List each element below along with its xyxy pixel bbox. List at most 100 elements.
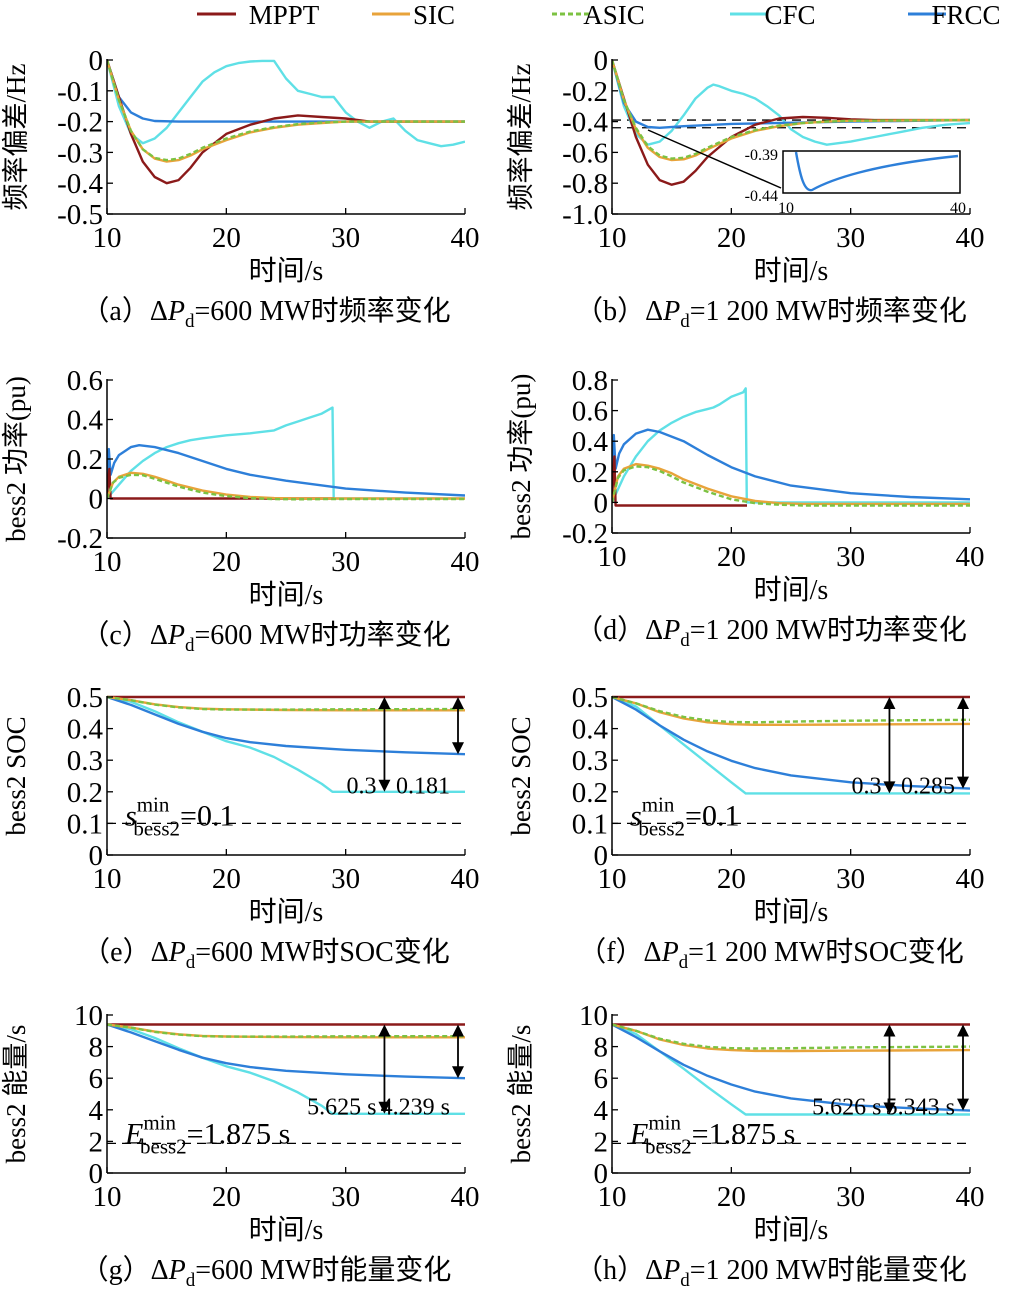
x-tick-label: 10 xyxy=(93,863,122,895)
caption-subscript: d xyxy=(680,630,690,651)
caption-rest: =600 MW时能量变化 xyxy=(195,1254,451,1286)
caption-subscript: d xyxy=(186,952,196,973)
min-limit-label: Emin bess2=1.875 s xyxy=(124,1111,290,1159)
y-tick-label: 0 xyxy=(89,484,104,516)
series-cfc xyxy=(612,59,970,146)
y-tick-label: 0 xyxy=(594,45,609,77)
caption-prefix: （e）Δ xyxy=(82,936,168,968)
inset-frcc-curve xyxy=(794,151,959,192)
arrow-cfc-drop xyxy=(883,1024,896,1115)
series-frcc xyxy=(107,1023,465,1080)
y-tick-label: 0.6 xyxy=(67,365,103,397)
min-subscript: bess2 xyxy=(645,1135,692,1159)
y-tick-label: 0.5 xyxy=(67,682,103,714)
legend-item-frcc: FRCC xyxy=(908,0,1001,30)
caption-prefix: （h）Δ xyxy=(575,1254,663,1286)
y-axis-label: bess2 能量/s xyxy=(1,1025,31,1164)
series-sic xyxy=(107,471,465,500)
y-tick-label: -0.2 xyxy=(562,518,608,550)
y-tick-label: -0.2 xyxy=(57,107,103,139)
arrow-label-cfc: 0.3 xyxy=(851,773,881,799)
y-tick-label: 10 xyxy=(579,1000,608,1032)
x-tick-label: 40 xyxy=(956,863,985,895)
series-cfc xyxy=(107,406,465,500)
caption-subscript: d xyxy=(680,311,690,332)
min-superscript: min xyxy=(642,793,675,817)
series-mppt xyxy=(612,455,748,507)
x-tick-label: 30 xyxy=(836,222,865,254)
series-asic xyxy=(612,1023,970,1050)
x-axis-label: 时间/s xyxy=(754,574,829,606)
arrow-frcc-drop xyxy=(452,697,464,755)
y-tick-label: 2 xyxy=(594,1126,609,1158)
annotations: 0.3 0.285 smin bess2=0.1 xyxy=(630,697,969,841)
panel-caption: （d）ΔPd=1 200 MW时功率变化 xyxy=(575,614,967,651)
arrow-head-down xyxy=(957,1098,969,1111)
min-value: =1.875 s xyxy=(187,1118,291,1151)
arrow-head-down xyxy=(883,1102,896,1115)
y-tick-label: -0.6 xyxy=(562,137,608,169)
caption-symbol: P xyxy=(167,296,185,327)
series-cfc xyxy=(107,59,465,148)
panel-caption: （a）ΔPd=600 MW时频率变化 xyxy=(81,295,450,332)
legend-item-cfc: CFC xyxy=(730,0,816,30)
arrow-label-cfc: 5.626 s xyxy=(812,1095,881,1121)
panel-caption: （f）ΔPd=1 200 MW时SOC变化 xyxy=(578,936,964,973)
series-cfc xyxy=(612,387,970,504)
series-cfc xyxy=(612,1023,970,1116)
arrow-head-down xyxy=(378,1101,391,1114)
legend-item-mppt: MPPT xyxy=(197,0,320,30)
annotations: 5.626 s 5.343 s Emin bess2=1.875 s xyxy=(629,1024,969,1159)
arrow-head-up xyxy=(957,1024,969,1037)
series-cfc xyxy=(612,695,970,795)
series-sic xyxy=(612,462,970,506)
series-frcc xyxy=(612,695,970,790)
inset-box xyxy=(782,150,961,194)
min-subscript: bess2 xyxy=(638,817,685,841)
y-tick-label: 0 xyxy=(594,487,609,519)
legend-item-asic: ASIC xyxy=(552,0,645,30)
caption-rest: =1 200 MW时频率变化 xyxy=(690,295,967,327)
caption-subscript: d xyxy=(679,952,689,973)
series-asic xyxy=(612,465,970,507)
arrow-head-up xyxy=(378,1024,391,1037)
series-asic xyxy=(107,59,465,162)
inset-xtick: 40 xyxy=(950,200,966,217)
x-tick-label: 40 xyxy=(956,222,985,254)
x-tick-label: 20 xyxy=(212,1181,241,1213)
y-tick-label: 0.1 xyxy=(67,808,103,840)
x-axis-label: 时间/s xyxy=(249,1214,324,1246)
series-frcc xyxy=(107,444,465,499)
caption-rest: =1 200 MW时SOC变化 xyxy=(688,936,964,968)
y-tick-label: 0.1 xyxy=(572,808,608,840)
y-axis-label: bess2 SOC xyxy=(1,716,31,835)
caption-symbol: P xyxy=(168,1255,186,1286)
arrow-head-up xyxy=(957,697,969,709)
arrow-label-frcc: 5.343 s xyxy=(886,1095,955,1121)
panel-caption: （c）ΔPd=600 MW时功率变化 xyxy=(81,619,450,656)
panel-caption: （e）ΔPd=600 MW时SOC变化 xyxy=(82,936,450,973)
x-tick-label: 10 xyxy=(598,222,627,254)
legend-label: SIC xyxy=(413,0,455,30)
series-asic xyxy=(612,695,970,724)
series-mppt xyxy=(107,59,465,185)
y-tick-label: 0.2 xyxy=(572,457,608,489)
x-tick-label: 20 xyxy=(212,863,241,895)
min-value: =1.875 s xyxy=(692,1118,796,1151)
caption-symbol: P xyxy=(661,937,679,968)
x-tick-label: 10 xyxy=(93,222,122,254)
caption-symbol: P xyxy=(662,1255,680,1286)
legend-label: FRCC xyxy=(931,0,1000,30)
x-tick-label: 30 xyxy=(836,1181,865,1213)
arrow-head-up xyxy=(452,697,464,709)
x-tick-label: 10 xyxy=(598,541,627,573)
arrow-head-down xyxy=(452,1066,464,1079)
y-tick-label: 0.2 xyxy=(572,777,608,809)
y-tick-label: -0.8 xyxy=(562,168,608,200)
caption-rest: =600 MW时频率变化 xyxy=(194,295,450,327)
y-tick-label: 0 xyxy=(89,840,104,872)
caption-prefix: （g）Δ xyxy=(81,1254,169,1286)
y-axis-label: 频率偏差/Hz xyxy=(1,63,31,210)
